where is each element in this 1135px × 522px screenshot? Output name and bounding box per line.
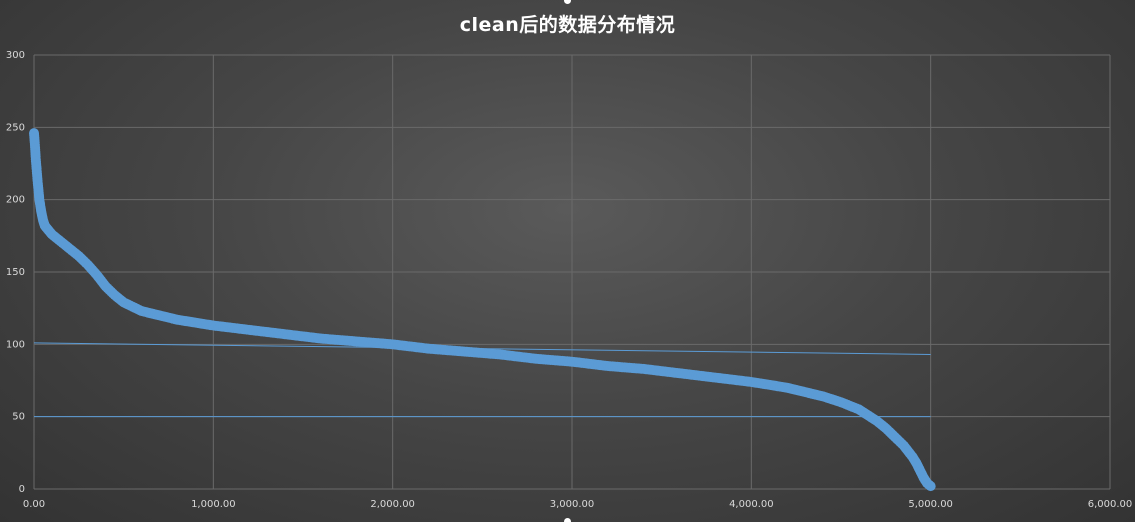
y-tick-label: 50 — [12, 412, 25, 423]
x-tick-label: 2,000.00 — [370, 499, 415, 510]
bottom-resize-handle[interactable] — [564, 518, 571, 522]
y-tick-label: 150 — [6, 267, 25, 278]
x-tick-label: 3,000.00 — [550, 499, 595, 510]
x-tick-label: 4,000.00 — [729, 499, 774, 510]
x-tick-label: 5,000.00 — [908, 499, 953, 510]
x-tick-label: 0.00 — [23, 499, 45, 510]
x-tick-label: 6,000.00 — [1088, 499, 1133, 510]
y-tick-label: 250 — [6, 122, 25, 133]
data-point — [925, 481, 936, 492]
top-resize-handle[interactable] — [564, 0, 571, 4]
x-tick-label: 1,000.00 — [191, 499, 236, 510]
y-tick-label: 200 — [6, 195, 25, 206]
chart-title: clean后的数据分布情况 — [459, 14, 676, 36]
y-tick-label: 100 — [6, 339, 25, 350]
y-tick-label: 300 — [6, 50, 25, 61]
y-tick-label: 0 — [19, 484, 25, 495]
